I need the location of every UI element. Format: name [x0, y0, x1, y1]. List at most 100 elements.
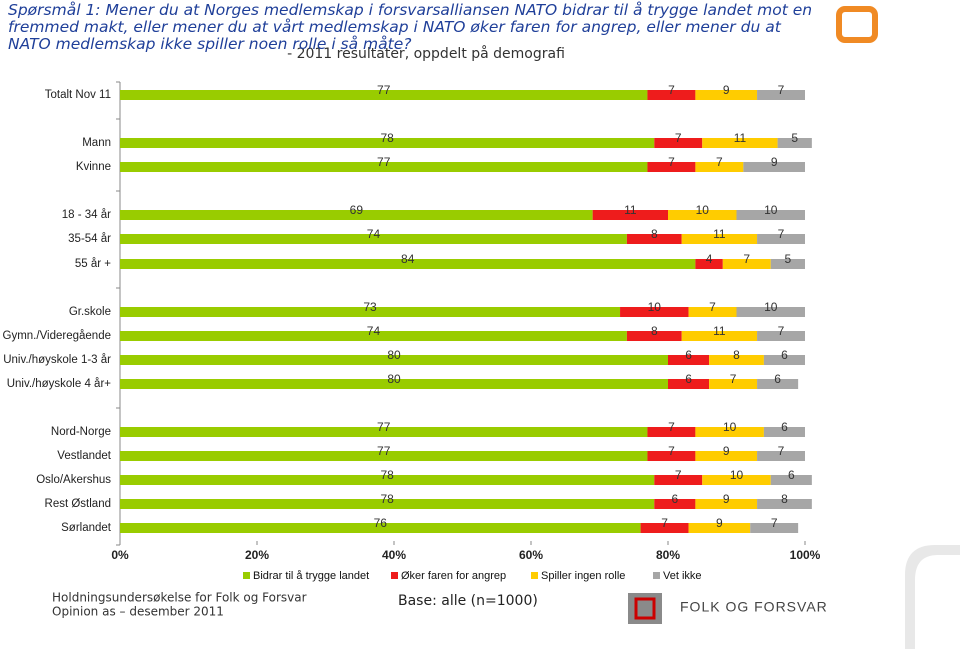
data-label: 4	[706, 252, 713, 266]
bar-segment	[654, 475, 703, 485]
bar-segment	[668, 355, 710, 365]
data-label: 7	[668, 155, 675, 169]
footer-date: Opinion as – desember 2011	[52, 605, 224, 619]
data-label: 7	[668, 444, 675, 458]
bar-segment	[120, 451, 648, 461]
y-tick-label: Kvinne	[76, 161, 111, 173]
bar-segment	[709, 355, 764, 365]
bar-segment	[750, 523, 799, 533]
data-label: 9	[771, 155, 778, 169]
bar-segment	[620, 307, 689, 317]
bar-segment	[120, 259, 696, 269]
data-label: 7	[675, 468, 682, 482]
bar-segment	[120, 379, 668, 389]
bar-segment	[688, 307, 737, 317]
legend-swatch	[653, 572, 660, 579]
x-tick-label: 80%	[656, 548, 680, 562]
brand-text: FOLK OG FORSVAR	[680, 599, 828, 615]
bar-segment	[757, 90, 805, 100]
x-tick-label: 100%	[790, 548, 821, 562]
data-label: 73	[363, 300, 377, 314]
bar-segment	[736, 307, 805, 317]
data-label: 10	[730, 468, 744, 482]
data-label: 6	[685, 348, 692, 362]
data-label: 6	[685, 372, 692, 386]
data-label: 76	[374, 516, 388, 530]
data-label: 7	[661, 516, 668, 530]
data-label: 7	[778, 227, 785, 241]
bar-segment	[120, 138, 655, 148]
subtitle: - 2011 resultater, oppdelt på demografi	[287, 45, 565, 62]
bar-segment	[120, 90, 648, 100]
bar-segment	[743, 162, 805, 172]
bar-segment	[647, 451, 696, 461]
base-note: Base: alle (n=1000)	[398, 593, 538, 609]
bar-segment	[763, 355, 805, 365]
bar-segment	[681, 234, 758, 244]
legend-label: Spiller ingen rolle	[541, 570, 625, 582]
data-label: 7	[778, 83, 785, 97]
bar-segment	[654, 138, 703, 148]
y-tick-label: Univ./høyskole 1-3 år	[3, 354, 111, 366]
bar-segment	[120, 210, 593, 220]
bar-segment	[777, 138, 812, 148]
x-tick-label: 20%	[245, 548, 269, 562]
bar-segment	[647, 162, 696, 172]
data-label: 6	[781, 348, 788, 362]
bar-segment	[120, 475, 655, 485]
bar-segment	[736, 210, 805, 220]
legend-label: Vet ikke	[663, 570, 702, 582]
bar-segment	[668, 379, 710, 389]
bar-segment	[695, 90, 758, 100]
legend-swatch	[243, 572, 250, 579]
data-label: 74	[367, 227, 381, 241]
bar-segment	[695, 451, 758, 461]
bar-segment	[626, 234, 682, 244]
data-label: 10	[696, 203, 710, 217]
data-label: 80	[387, 372, 401, 386]
y-tick-label: Gymn./Videregående	[3, 330, 111, 342]
data-label: 7	[778, 444, 785, 458]
data-label: 8	[781, 492, 788, 506]
data-label: 8	[651, 324, 658, 338]
bar-segment	[681, 331, 758, 341]
bar-segment	[702, 138, 778, 148]
logo-icon	[836, 6, 878, 43]
data-label: 10	[723, 420, 737, 434]
bar-segment	[702, 475, 771, 485]
y-tick-label: Rest Østland	[45, 498, 111, 510]
data-label: 69	[350, 203, 364, 217]
data-label: 7	[743, 252, 750, 266]
brand-icon-mark	[634, 597, 656, 620]
chart-title: Spørsmål 1: Mener du at Norges medlemska…	[8, 1, 813, 53]
bar-segment	[640, 523, 689, 533]
data-label: 78	[380, 468, 394, 482]
bar-segment	[695, 427, 764, 437]
bar-segment	[757, 379, 799, 389]
y-tick-label: 35-54 år	[68, 233, 111, 245]
bar-segment	[120, 234, 627, 244]
bar-segment	[120, 331, 627, 341]
x-tick-label: 40%	[382, 548, 406, 562]
data-label: 9	[716, 516, 723, 530]
data-label: 5	[785, 252, 792, 266]
bar-segment	[695, 162, 744, 172]
bar-segment	[695, 499, 758, 509]
y-tick-label: Totalt Nov 11	[45, 89, 111, 101]
bar-segment	[722, 259, 771, 269]
data-label: 7	[778, 324, 785, 338]
corner-decoration	[915, 555, 960, 649]
y-tick-label: Mann	[82, 137, 111, 149]
data-label: 8	[651, 227, 658, 241]
data-label: 10	[764, 300, 778, 314]
y-tick-label: Nord-Norge	[51, 426, 111, 438]
bar-segment	[120, 162, 648, 172]
data-label: 9	[723, 444, 730, 458]
bar-segment	[654, 499, 696, 509]
bar-segment	[763, 427, 805, 437]
data-label: 77	[377, 83, 391, 97]
bar-segment	[757, 331, 805, 341]
data-label: 11	[713, 227, 726, 241]
bar-segment	[770, 475, 812, 485]
